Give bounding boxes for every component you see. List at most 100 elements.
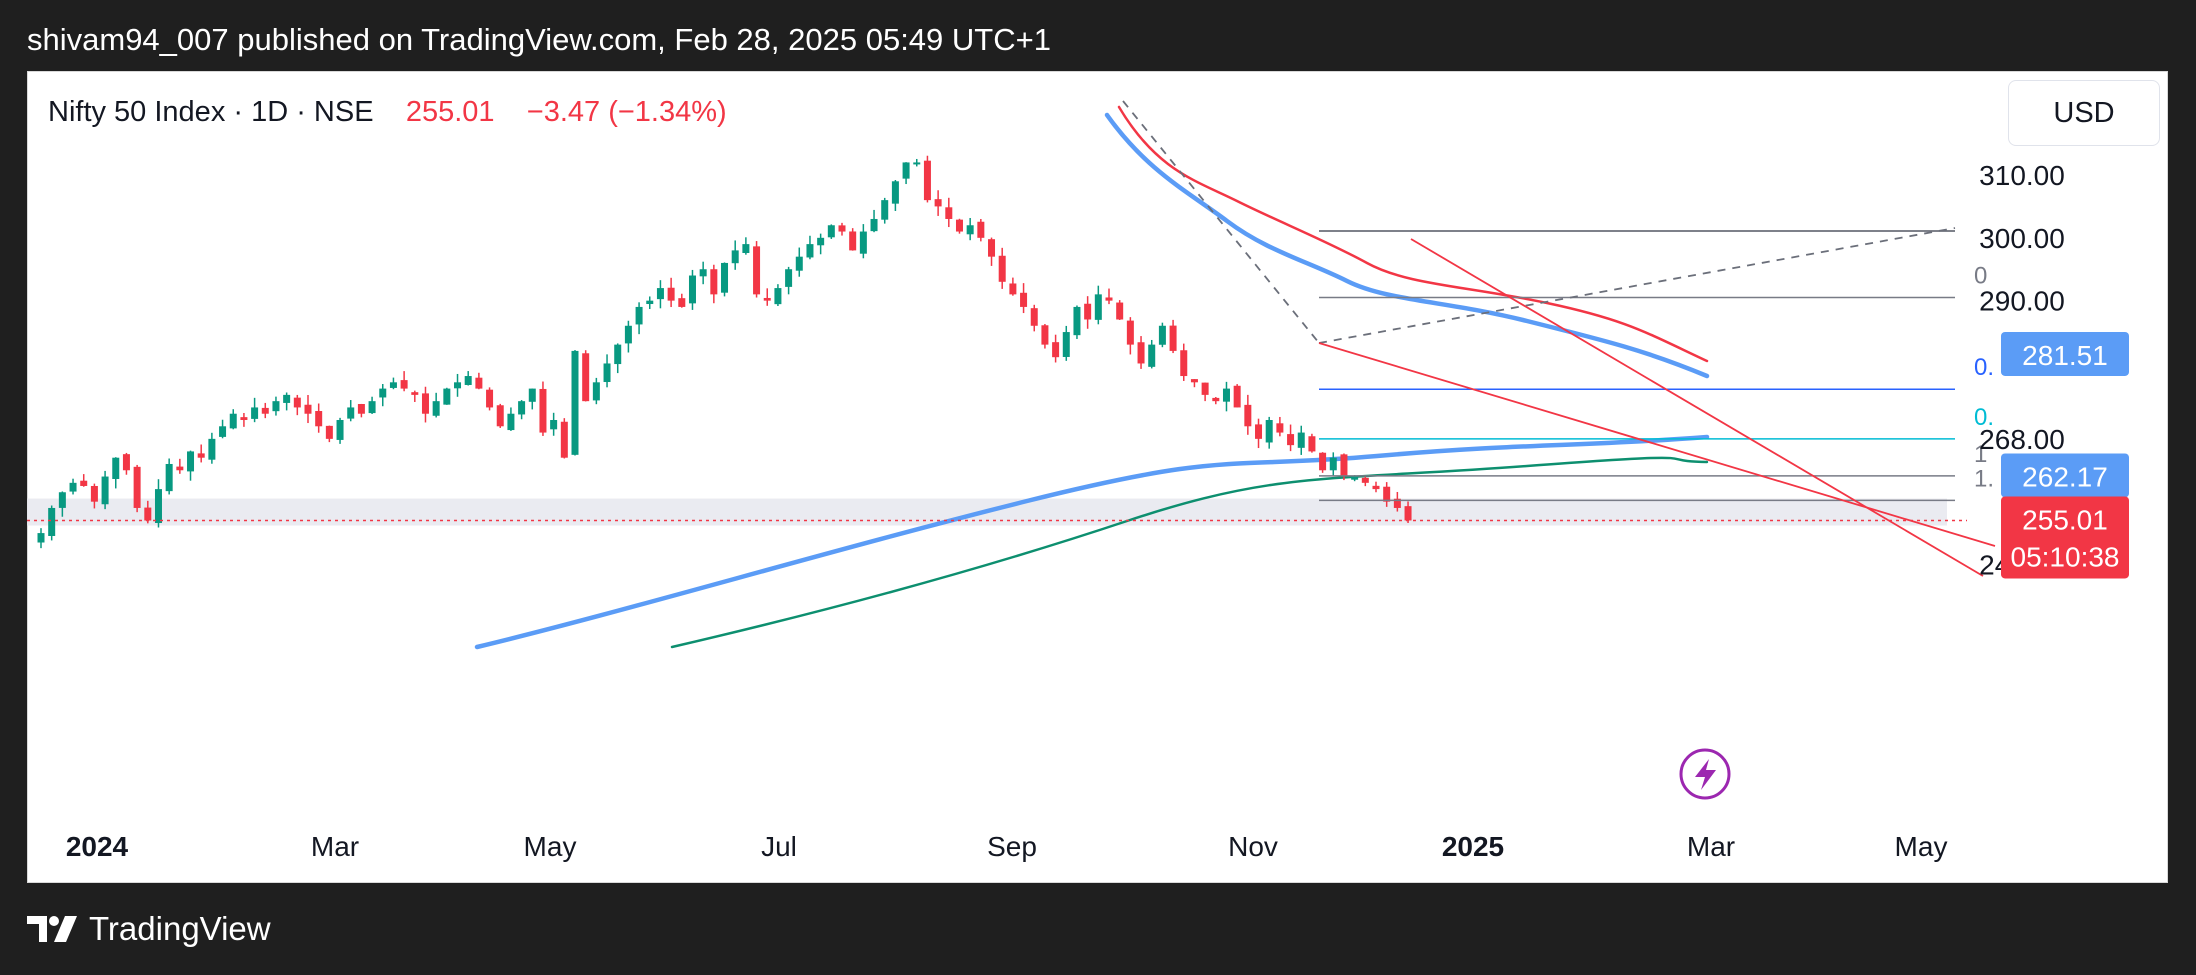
candle-body xyxy=(1094,294,1102,320)
candle-body xyxy=(507,413,515,431)
fib-level-label: 1 xyxy=(1974,441,1987,468)
candle-body xyxy=(795,256,803,271)
candle-body xyxy=(187,451,195,472)
ma-green-line xyxy=(670,456,1709,649)
candle-body xyxy=(934,199,942,207)
candle-body xyxy=(1287,434,1295,446)
candle-body xyxy=(603,363,611,383)
fib-level-label: 0 xyxy=(1974,263,1987,290)
candle-body xyxy=(1126,320,1134,345)
candle-body xyxy=(678,298,686,307)
publisher-line: shivam94_007 published on TradingView.co… xyxy=(27,22,1051,57)
candle-body xyxy=(891,181,899,204)
fib-level-label: 0. xyxy=(1974,404,1994,431)
candle-body xyxy=(1158,325,1166,345)
candle-body xyxy=(859,231,867,254)
candle-body xyxy=(229,413,237,429)
candle-body xyxy=(368,401,376,414)
candle-body xyxy=(283,394,291,403)
chart-legend: Nifty 50 Index · 1D · NSE 255.01 −3.47 (… xyxy=(48,92,727,132)
upper-trend-line xyxy=(1410,238,1984,577)
candle-body xyxy=(731,250,739,264)
candle-body xyxy=(753,246,761,295)
axis-price-label-bg xyxy=(2001,496,2129,579)
candle-body xyxy=(614,344,622,365)
candle-body xyxy=(101,476,109,505)
candle-body xyxy=(742,244,750,253)
candle-body xyxy=(304,404,312,414)
candle-body xyxy=(539,388,547,433)
candle-body xyxy=(721,262,729,293)
candle-body xyxy=(550,420,558,430)
candle-body xyxy=(646,300,654,305)
candle-body xyxy=(656,288,664,300)
axis-price-label: 255.01 xyxy=(2022,504,2108,535)
candle-body xyxy=(1137,342,1145,364)
candle-body xyxy=(48,507,56,536)
candle-body xyxy=(69,482,77,492)
candle-body xyxy=(1180,350,1188,377)
time-axis-tick: May xyxy=(524,831,577,862)
candle-body xyxy=(1233,385,1241,408)
ma-long-line xyxy=(474,434,1710,650)
candle-body xyxy=(443,388,451,405)
candle-body xyxy=(923,160,931,201)
candle-body xyxy=(1276,423,1284,433)
candle-body xyxy=(518,401,526,415)
time-axis-tick: Jul xyxy=(761,831,797,862)
candle-body xyxy=(1244,404,1252,427)
candle-body xyxy=(133,466,141,508)
fib-extension-diagonal xyxy=(1318,227,1956,344)
candle-body xyxy=(1361,477,1369,483)
legend-change: −3.47 (−1.34%) xyxy=(526,96,727,128)
time-axis-tick: Sep xyxy=(987,831,1037,862)
tradingview-brand-text: TradingView xyxy=(89,910,271,947)
tradingview-logo[interactable]: TradingView xyxy=(27,910,271,948)
candle-body xyxy=(849,231,857,251)
candle-body xyxy=(1084,303,1092,320)
candle-body xyxy=(1116,302,1124,320)
chart-panel[interactable] xyxy=(27,71,2168,883)
ma-fast-line xyxy=(1104,112,1710,379)
candle-body xyxy=(154,489,162,524)
candle-body xyxy=(90,485,98,502)
candle-body xyxy=(251,407,259,419)
candle-body xyxy=(988,239,996,257)
ma-red-line xyxy=(1117,105,1709,363)
candle-body xyxy=(624,325,632,344)
candle-body xyxy=(1404,506,1412,521)
lower-channel-line xyxy=(1318,342,1996,547)
candle-body xyxy=(112,457,120,479)
candle-body xyxy=(560,421,568,458)
time-axis-tick: May xyxy=(1895,831,1948,862)
candle-body xyxy=(496,405,504,427)
candle-body xyxy=(785,269,793,287)
legend-symbol: Nifty 50 Index · 1D · NSE xyxy=(48,96,374,128)
candle-body xyxy=(1073,306,1081,336)
candle-body xyxy=(667,287,675,301)
candle-body xyxy=(1372,485,1380,490)
currency-button[interactable]: USD xyxy=(2008,80,2160,146)
time-axis-tick: 2024 xyxy=(66,831,129,862)
price-chart[interactable]: 00.0.11. 310.00300.00290.00268.00248.00 … xyxy=(27,71,2168,883)
time-axis-tick: Mar xyxy=(311,831,359,862)
candle-body xyxy=(710,269,718,295)
candle-body xyxy=(582,353,590,402)
candle-body xyxy=(1297,432,1305,448)
candle-body xyxy=(817,237,825,246)
candle-body xyxy=(1265,420,1273,443)
candle-body xyxy=(1212,397,1220,402)
price-axis-tick: 310.00 xyxy=(1979,160,2065,191)
candle-body xyxy=(176,466,184,471)
candle-body xyxy=(827,225,835,238)
fib-level-label: 1. xyxy=(1974,465,1994,492)
price-axis-tick: 268.00 xyxy=(1979,424,2065,455)
candle-body xyxy=(774,288,782,305)
candle-body xyxy=(688,275,696,304)
candle-body xyxy=(528,388,536,402)
candle-body xyxy=(432,401,440,416)
candle-body xyxy=(838,225,846,232)
candle-body xyxy=(389,382,397,388)
candle-body xyxy=(806,244,814,258)
candle-body xyxy=(122,454,130,471)
